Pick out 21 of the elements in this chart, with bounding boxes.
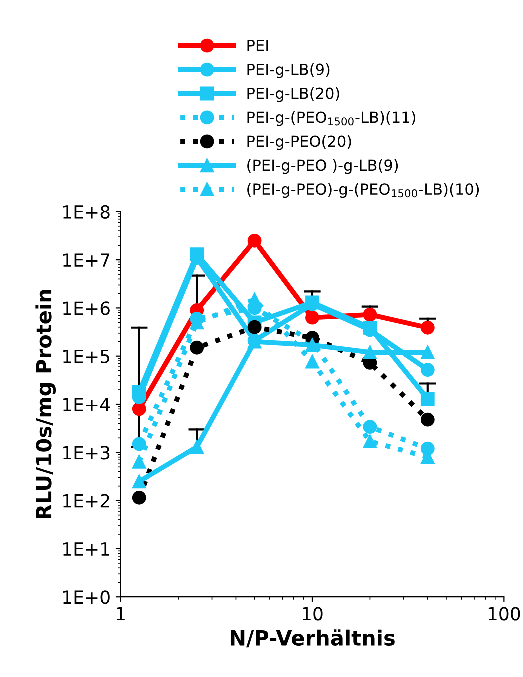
y-tick-label: 1E+3 xyxy=(64,446,110,460)
y-tick-label: 1E+2 xyxy=(64,494,110,508)
legend-label: (PEI-g-PEO )-g-LB(9) xyxy=(248,159,398,174)
legend-label: PEI-g-PEO(20) xyxy=(248,135,352,150)
y-tick-label: 1E+7 xyxy=(64,254,110,267)
x-tick-label: 10 xyxy=(302,607,323,621)
legend-label: PEI-g-(PEO$_{1500}$-LB)(11) xyxy=(248,111,416,126)
y-tick-label: 1E+0 xyxy=(64,590,110,604)
y-tick-label: 1E+8 xyxy=(64,205,110,220)
y-tick-label: 1E+6 xyxy=(64,302,110,316)
legend-label: PEI xyxy=(248,40,268,52)
y-tick-label: 1E+1 xyxy=(64,542,110,556)
x-axis-title: N/P-Verhältnis xyxy=(230,630,395,648)
legend-label: PEI-g-LB(9) xyxy=(248,64,330,78)
legend-label: (PEI-g-PEO)-g-(PEO$_{1500}$-LB)(10) xyxy=(248,183,480,198)
y-axis-title: RLU/10s/mg Protein xyxy=(36,290,56,519)
y-tick-label: 1E+4 xyxy=(64,398,110,412)
x-tick-label: 1 xyxy=(117,607,125,621)
y-tick-label: 1E+5 xyxy=(64,350,110,364)
x-tick-label: 100 xyxy=(488,607,520,621)
legend-label: PEI-g-LB(20) xyxy=(248,88,340,102)
